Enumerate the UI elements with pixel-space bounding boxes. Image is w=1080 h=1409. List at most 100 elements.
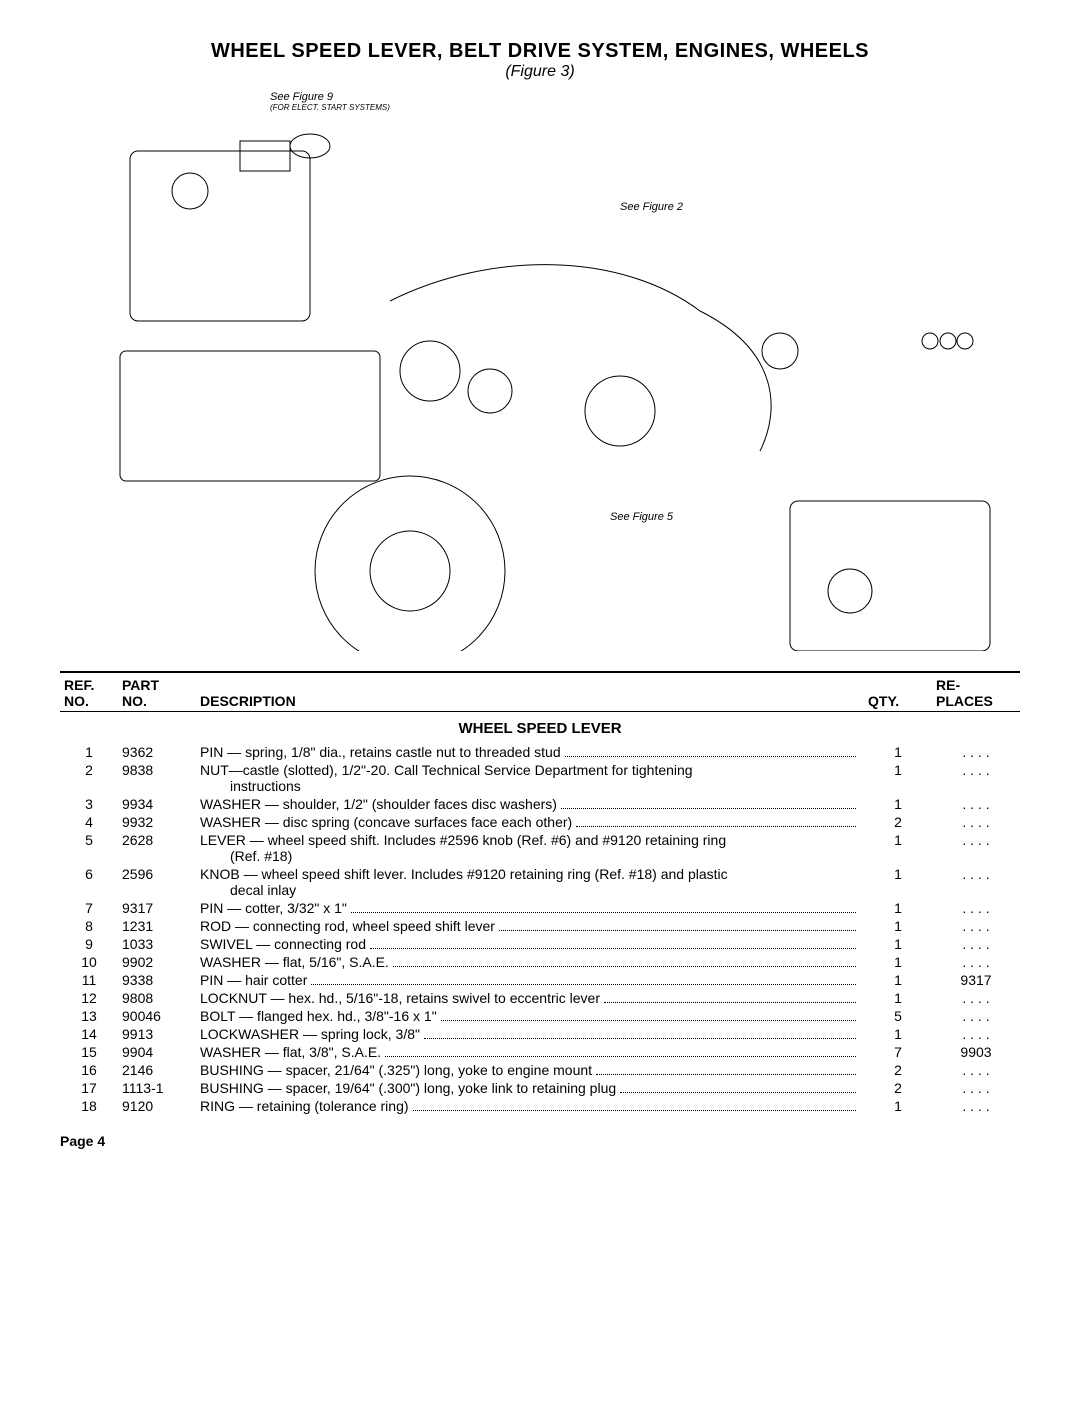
replaces: . . . . (932, 1097, 1020, 1115)
ref-no: 1 (60, 743, 118, 761)
description: ROD — connecting rod, wheel speed shift … (196, 917, 864, 935)
qty: 1 (864, 935, 932, 953)
replaces: . . . . (932, 1025, 1020, 1043)
table-row: 52628LEVER — wheel speed shift. Includes… (60, 831, 1020, 865)
ref-no: 13 (60, 1007, 118, 1025)
qty: 1 (864, 865, 932, 899)
replaces: . . . . (932, 743, 1020, 761)
qty: 1 (864, 1025, 932, 1043)
diagram-svg (60, 91, 1020, 651)
ref-no: 10 (60, 953, 118, 971)
part-no: 2146 (118, 1061, 196, 1079)
description: WASHER — shoulder, 1/2" (shoulder faces … (196, 795, 864, 813)
ref-no: 14 (60, 1025, 118, 1043)
table-row: 79317PIN — cotter, 3/32" x 1"1. . . . (60, 899, 1020, 917)
header-re: RE-PLACES (932, 675, 1020, 712)
table-row: 39934WASHER — shoulder, 1/2" (shoulder f… (60, 795, 1020, 813)
table-row: 189120RING — retaining (tolerance ring)1… (60, 1097, 1020, 1115)
part-no: 9904 (118, 1043, 196, 1061)
replaces: . . . . (932, 813, 1020, 831)
diagram-note: (FOR ELECT. START SYSTEMS) (270, 103, 390, 112)
table-row: 62596KNOB — wheel speed shift lever. Inc… (60, 865, 1020, 899)
part-no: 9934 (118, 795, 196, 813)
qty: 1 (864, 761, 932, 795)
replaces: . . . . (932, 989, 1020, 1007)
ref-no: 6 (60, 865, 118, 899)
part-no: 9120 (118, 1097, 196, 1115)
part-no: 2596 (118, 865, 196, 899)
table-row: 1390046BOLT — flanged hex. hd., 3/8"-16 … (60, 1007, 1020, 1025)
ref-no: 2 (60, 761, 118, 795)
replaces: 9903 (932, 1043, 1020, 1061)
ref-no: 12 (60, 989, 118, 1007)
ref-no: 9 (60, 935, 118, 953)
description: PIN — spring, 1/8" dia., retains castle … (196, 743, 864, 761)
qty: 5 (864, 1007, 932, 1025)
description: WASHER — flat, 3/8", S.A.E. (196, 1043, 864, 1061)
replaces: . . . . (932, 917, 1020, 935)
description: RING — retaining (tolerance ring) (196, 1097, 864, 1115)
page-number: Page 4 (60, 1133, 1020, 1149)
description: BOLT — flanged hex. hd., 3/8"-16 x 1" (196, 1007, 864, 1025)
header-part: PARTNO. (118, 675, 196, 712)
header-ref: REF.NO. (60, 675, 118, 712)
ref-no: 3 (60, 795, 118, 813)
diagram-note: See Figure 2 (620, 201, 683, 213)
table-row: 109902WASHER — flat, 5/16", S.A.E.1. . .… (60, 953, 1020, 971)
table-row: 159904WASHER — flat, 3/8", S.A.E.79903 (60, 1043, 1020, 1061)
parts-table: REF.NO. PARTNO. DESCRIPTION QTY. RE-PLAC… (60, 671, 1020, 1115)
figure-label: (Figure 3) (60, 63, 1020, 81)
table-row: 91033SWIVEL — connecting rod1. . . . (60, 935, 1020, 953)
replaces: . . . . (932, 761, 1020, 795)
part-no: 2628 (118, 831, 196, 865)
qty: 1 (864, 971, 932, 989)
ref-no: 15 (60, 1043, 118, 1061)
diagram-note: See Figure 5 (610, 511, 673, 523)
table-row: 19362PIN — spring, 1/8" dia., retains ca… (60, 743, 1020, 761)
table-row: 149913LOCKWASHER — spring lock, 3/8"1. .… (60, 1025, 1020, 1043)
description: SWIVEL — connecting rod (196, 935, 864, 953)
qty: 1 (864, 1097, 932, 1115)
ref-no: 7 (60, 899, 118, 917)
header-desc: DESCRIPTION (196, 675, 864, 712)
table-row: 119338PIN — hair cotter19317 (60, 971, 1020, 989)
table-row: 81231ROD — connecting rod, wheel speed s… (60, 917, 1020, 935)
qty: 2 (864, 813, 932, 831)
part-no: 9808 (118, 989, 196, 1007)
replaces: . . . . (932, 831, 1020, 865)
description: KNOB — wheel speed shift lever. Includes… (196, 865, 864, 899)
part-no: 1033 (118, 935, 196, 953)
replaces: . . . . (932, 865, 1020, 899)
part-no: 9362 (118, 743, 196, 761)
part-no: 1231 (118, 917, 196, 935)
replaces: . . . . (932, 1007, 1020, 1025)
part-no: 9838 (118, 761, 196, 795)
ref-no: 11 (60, 971, 118, 989)
table-row: 171113-1BUSHING — spacer, 19/64" (.300")… (60, 1079, 1020, 1097)
diagram-note: See Figure 9 (270, 91, 333, 103)
replaces: . . . . (932, 1061, 1020, 1079)
ref-no: 4 (60, 813, 118, 831)
ref-no: 18 (60, 1097, 118, 1115)
part-no: 9913 (118, 1025, 196, 1043)
description: LEVER — wheel speed shift. Includes #259… (196, 831, 864, 865)
description: WASHER — disc spring (concave surfaces f… (196, 813, 864, 831)
part-no: 9932 (118, 813, 196, 831)
description: PIN — hair cotter (196, 971, 864, 989)
qty: 1 (864, 743, 932, 761)
replaces: . . . . (932, 899, 1020, 917)
qty: 1 (864, 899, 932, 917)
replaces: . . . . (932, 795, 1020, 813)
exploded-diagram: See Figure 9(FOR ELECT. START SYSTEMS) Se… (60, 91, 1020, 651)
table-row: 49932WASHER — disc spring (concave surfa… (60, 813, 1020, 831)
description: NUT—castle (slotted), 1/2"-20. Call Tech… (196, 761, 864, 795)
ref-no: 8 (60, 917, 118, 935)
qty: 1 (864, 917, 932, 935)
ref-no: 17 (60, 1079, 118, 1097)
qty: 1 (864, 831, 932, 865)
table-row: 29838NUT—castle (slotted), 1/2"-20. Call… (60, 761, 1020, 795)
replaces: 9317 (932, 971, 1020, 989)
part-no: 9902 (118, 953, 196, 971)
header-qty: QTY. (864, 675, 932, 712)
replaces: . . . . (932, 1079, 1020, 1097)
